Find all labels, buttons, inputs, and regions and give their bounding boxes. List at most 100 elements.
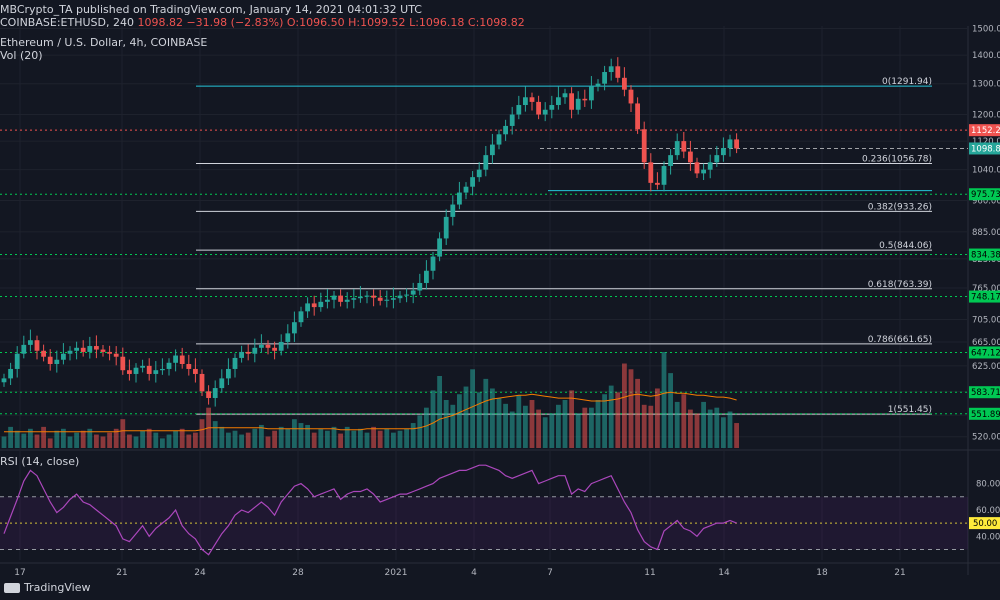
price-change: −31.98 (−2.83%)	[186, 16, 284, 29]
price-label-tag	[969, 142, 1000, 155]
volume-bar	[628, 369, 634, 448]
time-tick-label: 18	[816, 568, 828, 578]
volume-bar	[463, 386, 469, 448]
volume-bar	[516, 395, 522, 448]
volume-bar	[364, 432, 370, 448]
candle-body	[265, 344, 271, 348]
candle-body	[338, 295, 343, 302]
volume-bar	[153, 432, 159, 448]
candle-body	[239, 351, 244, 358]
candle-body	[608, 66, 614, 73]
price-label-text: 1152.24	[971, 126, 1000, 136]
candle-body	[575, 98, 581, 110]
tradingview-brand[interactable]: TradingView	[4, 581, 90, 594]
fib-level-label: 0.236(1056.78)	[862, 155, 932, 165]
price-tick-label: 705.00	[972, 315, 1000, 325]
volume-bar	[470, 369, 475, 448]
price-tick-label: 1200.00	[972, 111, 1000, 121]
volume-bar	[536, 409, 541, 448]
published-line: MBCrypto_TA published on TradingView.com…	[0, 3, 422, 16]
candle-body	[179, 355, 185, 365]
candle-body	[140, 365, 145, 368]
volume-bar	[193, 432, 198, 448]
volume-bar	[443, 400, 449, 448]
price-label-tag	[969, 386, 1000, 399]
candle-body	[430, 256, 436, 271]
time-tick-label: 21	[894, 568, 905, 578]
candle-body	[87, 346, 93, 352]
volume-bar	[569, 390, 574, 448]
candle-body	[397, 295, 403, 299]
volume-bar	[226, 432, 231, 448]
volume-bar	[714, 407, 720, 448]
volume-bar	[391, 432, 396, 448]
candle-body	[8, 368, 13, 379]
candle-body	[219, 378, 225, 389]
price-tick-label: 885.00	[972, 228, 1000, 238]
volume-bar	[41, 426, 46, 448]
price-tick-label: 1040.00	[972, 166, 1000, 176]
volume-bar	[575, 413, 581, 448]
candle-body	[21, 344, 27, 354]
volume-bar	[377, 430, 383, 448]
candle-body	[14, 353, 20, 369]
volume-bar	[602, 394, 607, 448]
volume-bar	[371, 426, 376, 448]
volume-indicator-label[interactable]: Vol (20)	[0, 49, 43, 62]
volume-bar	[245, 432, 251, 448]
brand-label: TradingView	[24, 581, 91, 594]
volume-bar	[476, 392, 482, 448]
volume-bar	[100, 436, 106, 448]
volume-bar	[1, 436, 7, 448]
rsi-tick-label: 40.00	[976, 532, 1000, 542]
fib-level-label: 0.786(661.65)	[868, 335, 932, 345]
candle-body	[107, 351, 112, 354]
fib-level-label: 0.618(763.39)	[868, 280, 932, 290]
candle-body	[272, 347, 277, 351]
fib-level-label: 0.382(933.26)	[868, 202, 932, 212]
candle-body	[173, 355, 178, 363]
rsi-tick-label: 80.00	[976, 480, 1000, 490]
candle-body	[707, 162, 713, 170]
candle-body	[542, 109, 548, 115]
candle-body	[120, 356, 126, 371]
volume-bar	[252, 428, 258, 448]
candle-body	[582, 98, 588, 101]
candle-body	[34, 340, 40, 351]
candle-body	[160, 368, 165, 371]
price-label-tag	[969, 407, 1000, 420]
candle-body	[94, 346, 99, 350]
volume-bar	[113, 428, 119, 448]
candle-body	[206, 391, 211, 398]
price-tick-label: 1500.00	[972, 25, 1000, 35]
candle-body	[212, 388, 218, 398]
time-tick-label: 4	[471, 568, 477, 578]
candle-body	[166, 362, 172, 369]
candle-body	[516, 105, 522, 115]
price-label-text: 834.38	[971, 251, 1000, 261]
candle-body	[622, 77, 627, 90]
last-price: 1098.82	[137, 16, 183, 29]
volume-bar	[582, 407, 588, 448]
candle-body	[259, 344, 264, 348]
tradingview-logo-icon	[4, 582, 20, 593]
candle-body	[661, 165, 667, 185]
candle-body	[74, 347, 79, 351]
time-tick-label: 11	[644, 568, 655, 578]
rsi-indicator-label[interactable]: RSI (14, close)	[0, 455, 80, 468]
instrument-title[interactable]: Ethereum / U.S. Dollar, 4h, COINBASE	[0, 36, 208, 49]
candle-body	[113, 353, 119, 357]
volume-bar	[661, 352, 667, 448]
candle-body	[483, 155, 489, 170]
volume-bar	[74, 432, 79, 448]
volume-bar	[523, 405, 528, 448]
price-tick-label: 665.00	[972, 338, 1000, 348]
symbol-label: COINBASE:ETHUSD, 240	[0, 16, 134, 29]
volume-bar	[668, 373, 673, 448]
volume-ma-line	[4, 391, 737, 433]
candle-body	[285, 333, 291, 342]
volume-bar	[166, 434, 172, 448]
candle-body	[318, 301, 324, 308]
volume-bar	[292, 419, 297, 448]
